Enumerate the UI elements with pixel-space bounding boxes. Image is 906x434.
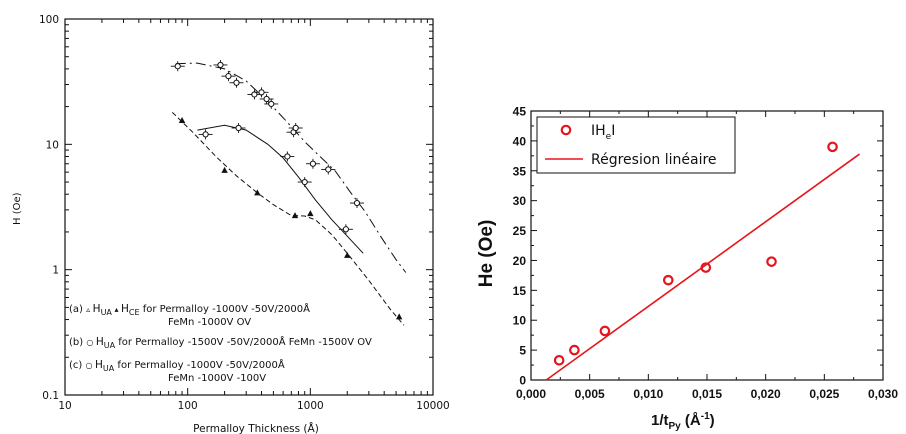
data-point — [221, 166, 228, 173]
left-fit-curves — [171, 62, 407, 326]
data-point — [291, 212, 299, 219]
x-tick-label: 0,030 — [868, 387, 898, 401]
y-tick-label: 30 — [513, 194, 527, 208]
x-tick-label: 0,025 — [809, 387, 839, 401]
y-tick-label: 0 — [519, 374, 526, 388]
y-tick-label: 15 — [513, 284, 527, 298]
x-tick-label: 100 — [178, 400, 198, 412]
legend-entry-line2: FeMn -1000V -100V — [168, 373, 266, 384]
data-point — [827, 141, 838, 153]
legend-label-he: IHeI — [591, 123, 615, 142]
regression-line — [545, 153, 861, 381]
y-tick-label: 10 — [46, 139, 59, 151]
legend-box — [536, 116, 736, 174]
y-tick-label: 45 — [513, 105, 527, 119]
data-point — [254, 189, 261, 196]
data-point — [344, 251, 351, 258]
right-legend: IHeI Régresion linéaire — [536, 116, 736, 174]
data-point — [178, 116, 186, 123]
data-point — [325, 166, 332, 173]
left-data-points — [170, 59, 403, 320]
left-x-axis-label: Permalloy Thickness (Å) — [193, 422, 319, 434]
x-tick-label: 10 — [58, 400, 71, 412]
y-tick-label: 25 — [513, 224, 527, 238]
data-point — [700, 262, 712, 273]
data-point — [284, 153, 291, 160]
y-tick-label: 5 — [519, 344, 526, 358]
legend-entry-line2: FeMn -1000V OV — [168, 317, 251, 328]
y-tick-label: 10 — [513, 314, 527, 328]
data-point — [174, 63, 181, 70]
x-tick-label: 1000 — [297, 400, 324, 412]
data-point — [553, 354, 565, 366]
left-plot-frame — [64, 18, 434, 396]
fit-curve — [171, 111, 405, 326]
right-linear-chart: 0 5 10 15 20 25 30 35 40 45 0,000 0,005 0,010 0,015 0,… — [476, 105, 898, 433]
y-tick-label: 0.1 — [42, 390, 59, 402]
x-tick-label: 0,015 — [692, 387, 722, 401]
y-tick-label: 100 — [39, 14, 59, 26]
right-x-axis-label: 1/tPy (Å-1) — [651, 411, 715, 432]
data-point — [395, 313, 403, 320]
data-point — [292, 124, 299, 132]
x-tick-label: 0,010 — [633, 387, 663, 401]
data-point — [301, 178, 308, 186]
data-point — [766, 256, 777, 267]
right-ticks: 0 5 10 15 20 25 30 35 40 45 0,000 0,005 0,010 0,015 0,… — [513, 105, 899, 402]
legend-entry: (b) ○ HUA for Permalloy -1500V -50V/2000… — [69, 335, 372, 350]
left-y-axis-label: H (Oe) — [12, 192, 23, 225]
data-point — [225, 73, 232, 80]
data-point — [258, 89, 265, 96]
legend-label-regression: Régresion linéaire — [591, 152, 717, 168]
data-point — [217, 61, 224, 69]
data-point — [569, 344, 580, 356]
y-tick-label: 35 — [513, 164, 527, 178]
fit-curve — [197, 124, 364, 254]
data-point — [235, 124, 242, 132]
legend-entry: (c) ○ HUA for Permalloy -1000V -50V/2000… — [69, 358, 285, 373]
data-point — [251, 91, 258, 98]
left-legend: (a) ▵ HUA ▴ HCE for Permalloy -1000V -50… — [69, 302, 372, 384]
x-tick-label: 0,005 — [575, 387, 605, 401]
data-point — [309, 160, 317, 167]
data-point — [268, 100, 275, 108]
left-ticks: 10 100 1000 10000 100 10 1 0.1 — [39, 14, 450, 412]
left-log-chart: 10 100 1000 10000 100 10 1 0.1 (a) ▵ HUA ▴ HCE … — [12, 14, 450, 434]
right-y-axis-label: He (Oe) — [476, 220, 497, 288]
data-point — [342, 226, 350, 233]
right-series — [545, 141, 861, 381]
x-tick-label: 0,000 — [516, 387, 546, 401]
data-point — [202, 131, 209, 138]
data-point — [263, 95, 270, 103]
legend-entry: (a) ▵ HUA ▴ HCE for Permalloy -1000V -50… — [69, 302, 310, 317]
data-point — [233, 79, 240, 86]
y-tick-label: 20 — [513, 254, 527, 268]
legend-marker-circle — [560, 124, 572, 136]
y-tick-label: 1 — [52, 265, 59, 277]
fit-curve — [175, 62, 407, 273]
y-tick-label: 40 — [513, 134, 527, 148]
data-point — [599, 325, 611, 337]
data-point — [307, 210, 314, 217]
x-tick-label: 10000 — [416, 400, 449, 412]
x-tick-label: 0,020 — [751, 387, 781, 401]
data-point — [353, 199, 361, 207]
data-point — [662, 274, 674, 286]
